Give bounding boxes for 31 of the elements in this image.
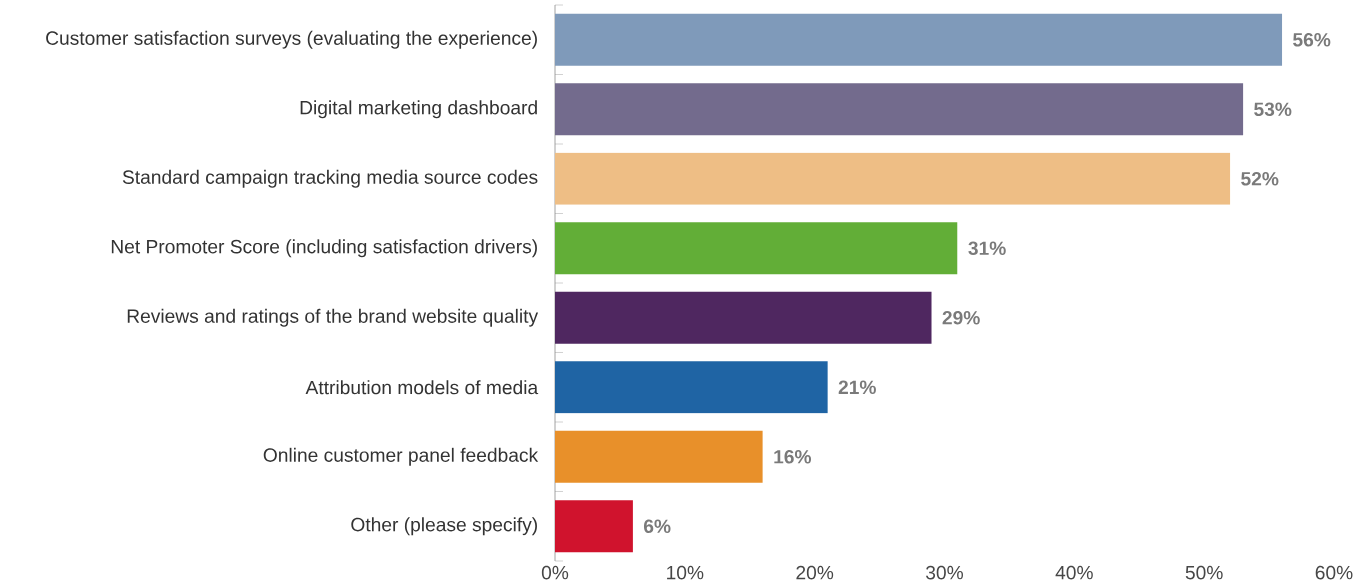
x-tick-label: 50% bbox=[1185, 565, 1223, 580]
data-label: 16% bbox=[774, 449, 812, 464]
y-tick-label: Standard campaign tracking media source codes bbox=[122, 169, 538, 188]
data-label: 31% bbox=[968, 241, 1006, 256]
data-label: 6% bbox=[643, 519, 671, 534]
x-tick-label: 20% bbox=[796, 565, 834, 580]
bar bbox=[555, 361, 828, 414]
y-tick-label: Digital marketing dashboard bbox=[300, 100, 537, 119]
bar bbox=[555, 430, 763, 483]
bar bbox=[555, 222, 958, 275]
y-tick-label: Net Promoter Score (including satisfaction drivers) bbox=[111, 239, 537, 258]
x-tick-label: 60% bbox=[1315, 565, 1353, 580]
data-label: 53% bbox=[1254, 102, 1292, 117]
bar bbox=[555, 152, 1231, 205]
data-label: 21% bbox=[838, 380, 876, 395]
data-label: 29% bbox=[942, 310, 980, 325]
bar bbox=[555, 500, 633, 553]
y-tick-label: Other (please specify) bbox=[351, 517, 537, 536]
x-tick-label: 0% bbox=[541, 565, 569, 580]
y-tick-label: Customer satisfaction surveys (evaluating the experience) bbox=[46, 30, 537, 49]
x-tick-label: 40% bbox=[1055, 565, 1093, 580]
x-tick-label: 10% bbox=[667, 565, 704, 580]
data-label: 56% bbox=[1293, 32, 1331, 47]
bar bbox=[555, 291, 932, 344]
y-tick-label: Online customer panel feedback bbox=[263, 447, 539, 466]
data-label: 52% bbox=[1241, 171, 1279, 186]
bar bbox=[555, 13, 1283, 66]
y-tick-label: Reviews and ratings of the brand website quality bbox=[127, 308, 539, 327]
x-tick-label: 30% bbox=[926, 565, 963, 580]
bar bbox=[555, 83, 1244, 136]
y-tick-label: Attribution models of media bbox=[305, 380, 539, 395]
